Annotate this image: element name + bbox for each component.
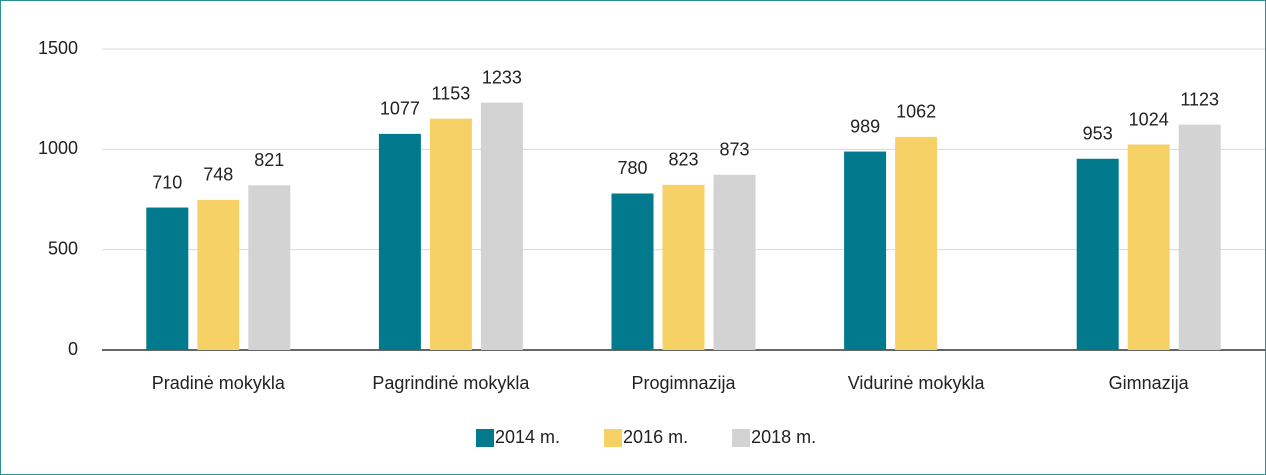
- value-label: 1024: [1129, 109, 1169, 129]
- y-tick-label: 1500: [38, 38, 78, 58]
- value-label: 989: [850, 116, 880, 136]
- value-label: 1077: [380, 99, 420, 119]
- value-label: 748: [203, 165, 233, 185]
- y-tick-label: 0: [68, 339, 78, 359]
- bar: [713, 174, 756, 350]
- value-label: 953: [1083, 124, 1113, 144]
- bar: [197, 199, 240, 350]
- value-label: 1153: [432, 83, 471, 103]
- legend-swatch: [604, 429, 623, 447]
- bar: [429, 118, 472, 350]
- legend-swatch: [476, 429, 494, 447]
- value-label: 823: [668, 150, 698, 170]
- x-tick-label: Progimnazija: [631, 373, 736, 393]
- value-label: 1062: [896, 102, 936, 122]
- y-tick-label: 1000: [38, 138, 78, 158]
- x-tick-label: Vidurinė mokykla: [848, 373, 986, 393]
- value-label: 1233: [482, 67, 522, 87]
- bar: [1178, 124, 1221, 350]
- legend-label: 2018 m.: [751, 427, 816, 447]
- x-tick-label: Pradinė mokykla: [152, 373, 286, 393]
- value-label: 780: [617, 158, 647, 178]
- legend-label: 2014 m.: [495, 427, 560, 447]
- x-tick-label: Gimnazija: [1109, 373, 1190, 393]
- legend-label: 2016 m.: [623, 427, 688, 447]
- bar: [1127, 144, 1170, 350]
- bar: [662, 184, 705, 350]
- bar: [480, 102, 523, 350]
- y-tick-label: 500: [48, 238, 78, 258]
- value-label: 873: [719, 140, 749, 160]
- value-label: 1123: [1180, 89, 1219, 109]
- bar: [895, 136, 938, 350]
- value-label: 710: [152, 172, 182, 192]
- bar: [611, 193, 654, 350]
- bar: [146, 207, 189, 350]
- legend-swatch: [732, 429, 751, 447]
- bar: [378, 133, 421, 350]
- bar: [248, 185, 291, 350]
- value-label: 821: [254, 150, 284, 170]
- x-tick-label: Pagrindinė mokykla: [372, 373, 530, 393]
- bar: [844, 151, 887, 350]
- bar: [1076, 158, 1119, 350]
